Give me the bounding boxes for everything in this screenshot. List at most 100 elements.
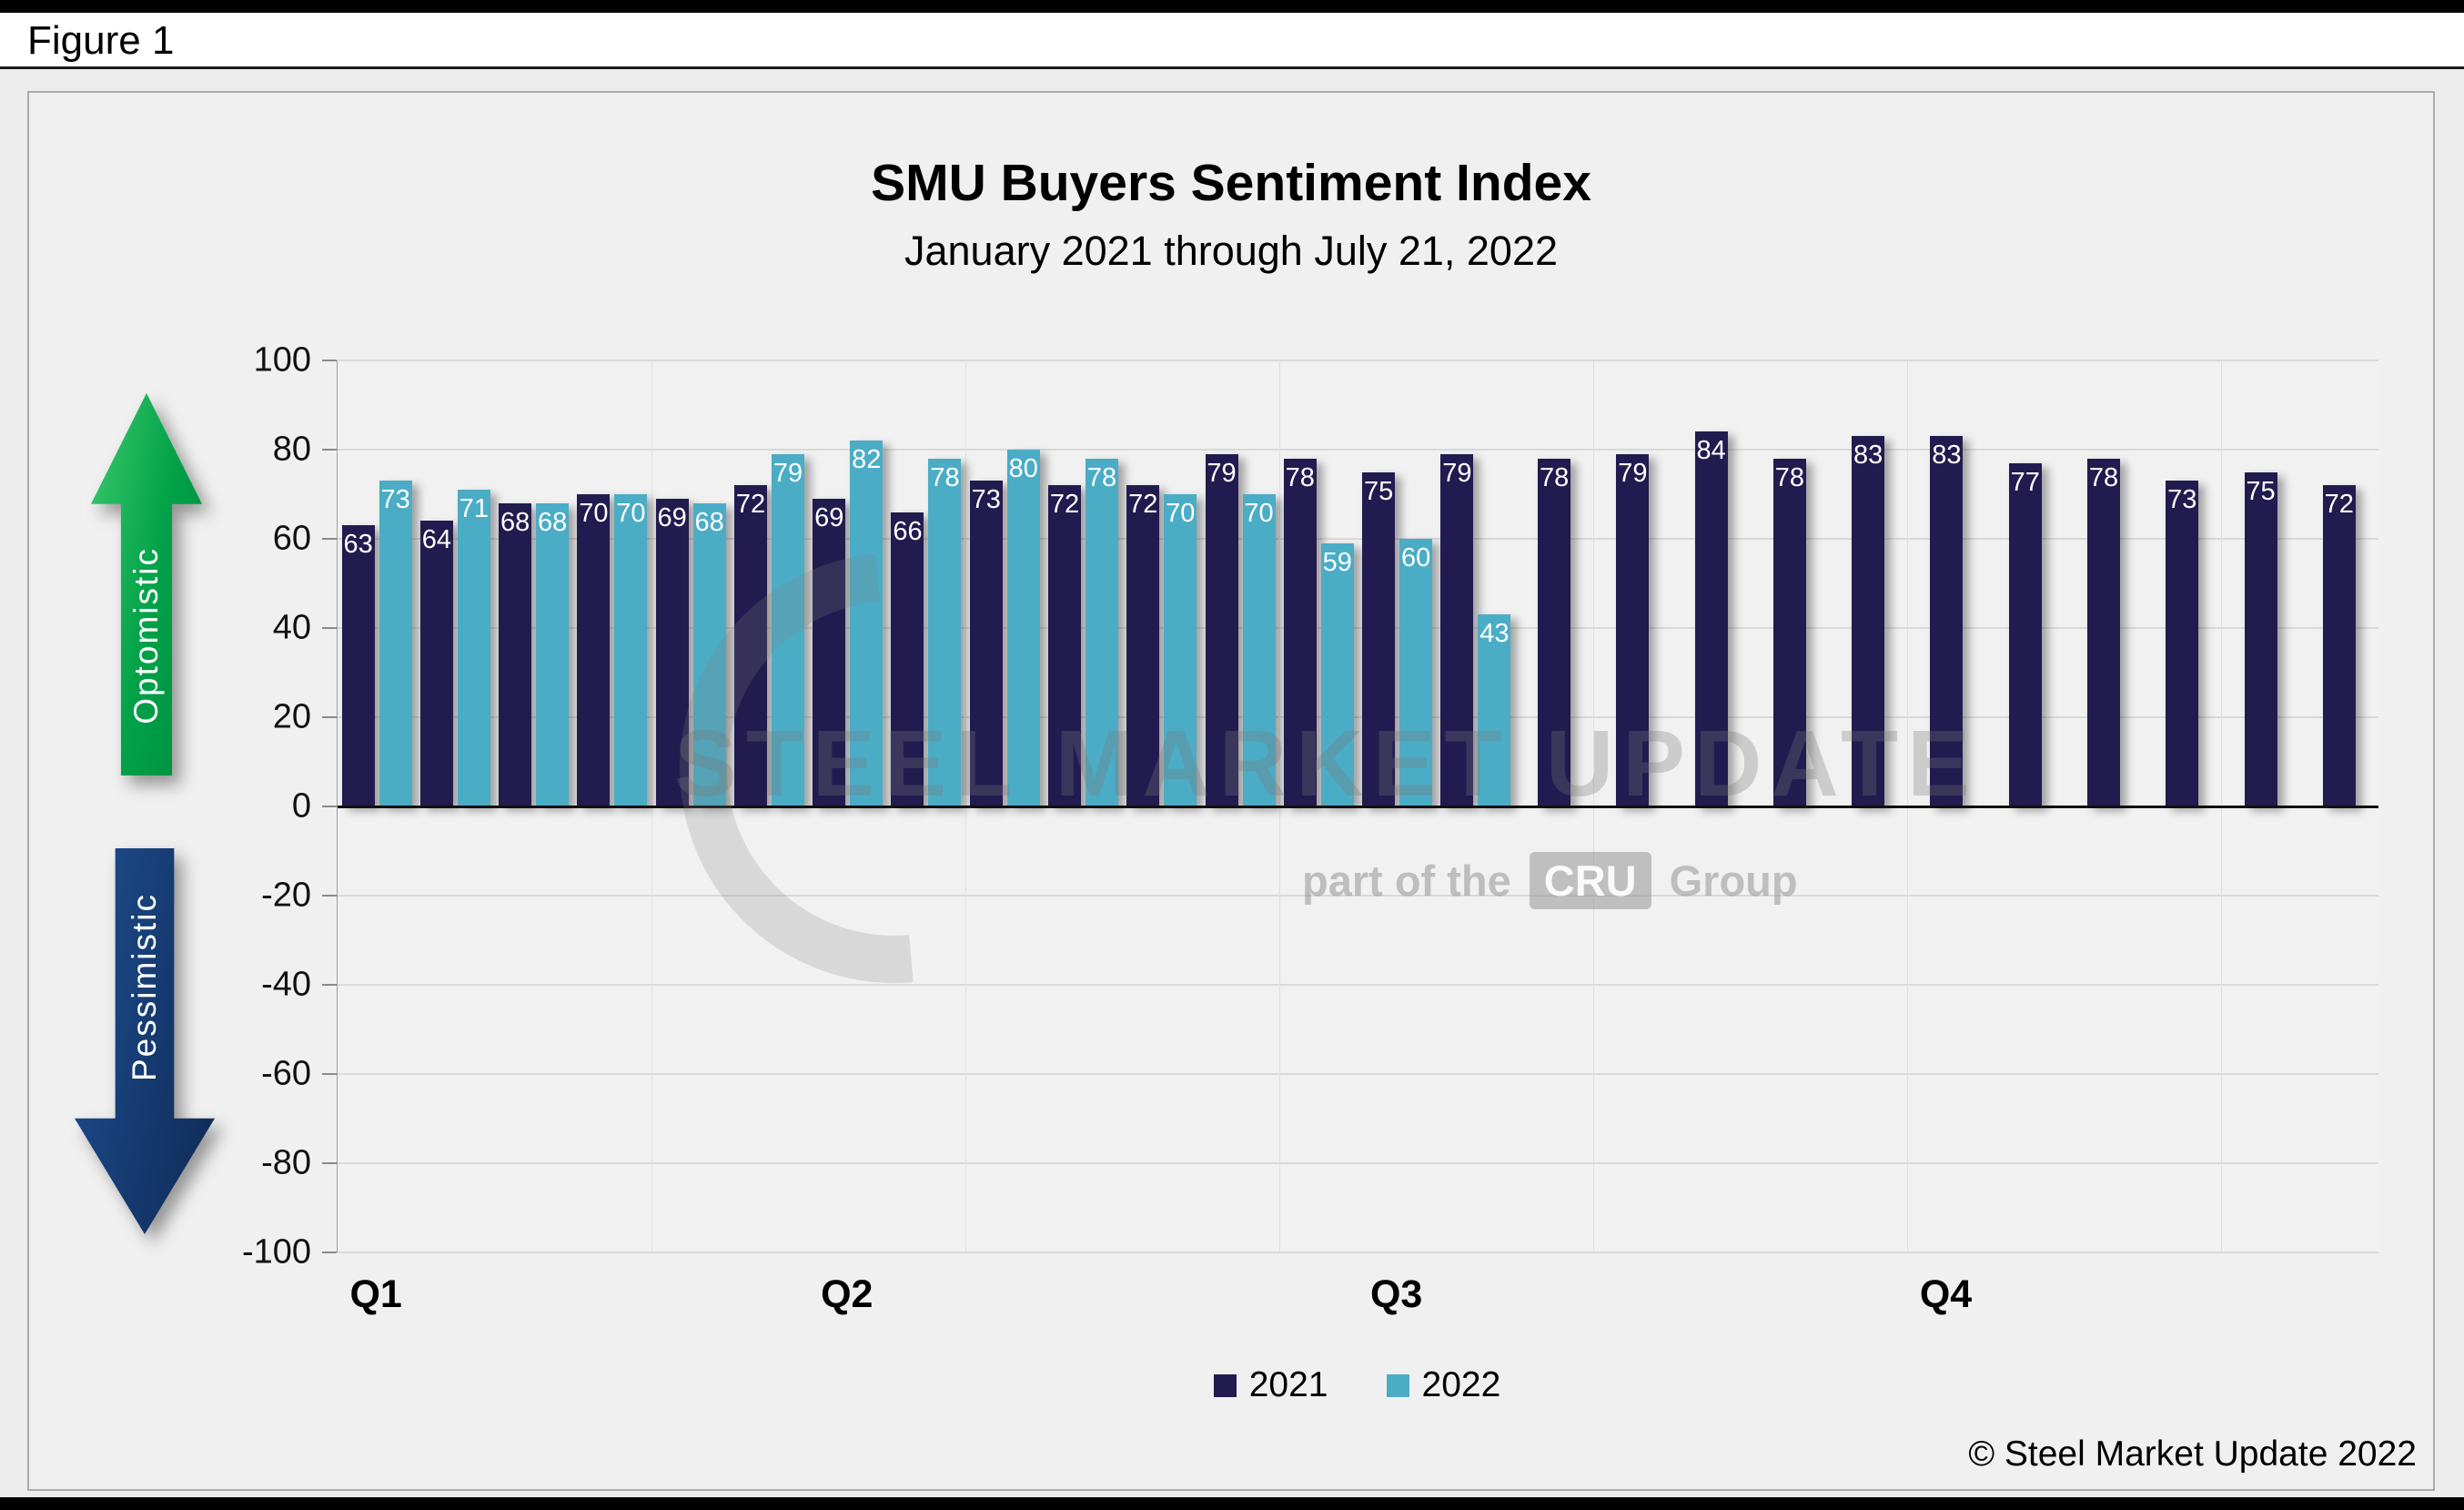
bar-slot-12: 79 70 (1201, 360, 1279, 806)
plot-area: 63 73 64 71 68 68 70 70 69 68 72 79 69 82 66 78 73 80 72 78… (337, 360, 2378, 1253)
bar-slot-10: 72 78 (1044, 360, 1122, 806)
y-tick-label--20: -20 (261, 876, 311, 915)
y-tick-label-20: 20 (272, 697, 311, 736)
bar-slot-20: 83 (1829, 360, 1907, 806)
y-tick-mark (322, 984, 337, 986)
y-tick-label--80: -80 (261, 1143, 311, 1182)
y-tick-label-60: 60 (272, 519, 311, 558)
bar-value-label: 82 (852, 445, 882, 475)
bar-slot-16: 78 (1515, 360, 1593, 806)
y-tick-label-0: 0 (291, 786, 311, 826)
bar-value-label: 78 (1774, 462, 1805, 492)
bar-slot-11: 72 70 (1123, 360, 1201, 806)
bar-2021-14: 75 (1362, 471, 1396, 806)
bar-value-label: 66 (893, 516, 923, 546)
bar-value-label: 83 (1932, 441, 1962, 471)
bar-2021-1: 63 (341, 525, 375, 806)
bar-2021-8: 66 (891, 512, 924, 806)
figure-header: Figure 1 (0, 13, 2464, 69)
bar-value-label: 70 (1166, 499, 1196, 528)
bar-slot-24: 73 (2143, 360, 2221, 806)
bar-value-label: 79 (773, 458, 803, 488)
y-tick-label-80: 80 (272, 430, 311, 469)
bar-2022-7: 82 (850, 441, 884, 806)
bar-value-label: 70 (1244, 499, 1274, 528)
bar-2021-17: 79 (1616, 453, 1650, 806)
bar-2021-9: 73 (969, 481, 1003, 806)
bar-2022-3: 68 (536, 502, 570, 806)
bar-2022-12: 70 (1242, 494, 1276, 806)
bar-value-label: 68 (694, 507, 724, 537)
bars-container: 63 73 64 71 68 68 70 70 69 68 72 79 69 82 66 78 73 80 72 78… (338, 360, 2378, 806)
y-tick-mark (322, 449, 337, 451)
bar-2021-2: 64 (419, 521, 453, 806)
gridline--80 (338, 1162, 2378, 1164)
bar-value-label: 70 (579, 499, 609, 528)
y-tick-label--60: -60 (261, 1054, 311, 1093)
bar-value-label: 80 (1008, 454, 1038, 483)
bar-value-label: 72 (735, 490, 766, 520)
bar-value-label: 64 (421, 525, 452, 555)
bar-2022-1: 73 (379, 481, 412, 806)
y-tick-mark (322, 895, 337, 897)
bar-2021-24: 73 (2166, 481, 2199, 806)
bar-2021-26: 72 (2322, 485, 2356, 806)
y-tick-label--100: -100 (241, 1232, 311, 1272)
bar-2022-15: 43 (1478, 614, 1511, 806)
bar-slot-23: 78 (2065, 360, 2143, 806)
bar-2021-23: 78 (2086, 458, 2120, 806)
bar-value-label: 60 (1400, 543, 1431, 573)
bar-value-label: 78 (1285, 462, 1315, 492)
bar-2022-4: 70 (614, 494, 648, 806)
bar-value-label: 84 (1696, 436, 1726, 466)
y-axis-tick-marks (322, 360, 337, 1253)
gridline--100 (338, 1252, 2378, 1253)
bar-value-label: 79 (1207, 458, 1237, 488)
legend-swatch-2022 (1386, 1373, 1409, 1397)
bar-value-label: 69 (657, 502, 687, 532)
x-label-q2: Q2 (821, 1272, 874, 1316)
bar-slot-26: 72 (2300, 360, 2378, 806)
y-tick-label--40: -40 (261, 965, 311, 1004)
x-label-q4: Q4 (1919, 1272, 1973, 1316)
gridline-60 (338, 538, 2378, 540)
gridline--60 (338, 1073, 2378, 1075)
bar-value-label: 68 (500, 507, 530, 537)
bar-2022-9: 80 (1006, 450, 1040, 806)
bar-slot-19: 78 (1751, 360, 1829, 806)
bar-slot-14: 75 60 (1358, 360, 1436, 806)
bar-2021-10: 72 (1048, 485, 1082, 806)
bar-value-label: 78 (930, 462, 960, 492)
legend-item-2022: 2022 (1386, 1365, 1501, 1405)
bar-value-label: 68 (538, 507, 568, 537)
y-tick-label-40: 40 (272, 608, 311, 647)
pessimistic-arrow: Pessimistic (75, 848, 215, 1234)
bar-value-label: 79 (1618, 458, 1648, 488)
y-tick-mark (322, 806, 337, 807)
bar-slot-2: 64 71 (416, 360, 494, 806)
bar-slot-8: 66 78 (887, 360, 965, 806)
bar-slot-13: 78 59 (1279, 360, 1358, 806)
legend-label: 2022 (1421, 1365, 1501, 1404)
bar-value-label: 78 (2088, 462, 2119, 492)
bar-slot-9: 73 80 (965, 360, 1044, 806)
gridline-100 (338, 360, 2378, 361)
bar-slot-6: 72 79 (730, 360, 808, 806)
bar-2021-3: 68 (499, 502, 532, 806)
bar-value-label: 78 (1086, 462, 1117, 492)
bar-value-label: 83 (1853, 441, 1883, 471)
bar-2021-18: 84 (1694, 431, 1728, 806)
y-tick-mark (322, 627, 337, 629)
bar-2022-11: 70 (1164, 494, 1197, 806)
y-tick-label-100: 100 (253, 340, 311, 380)
gridline-80 (338, 449, 2378, 451)
bar-slot-22: 77 (1986, 360, 2065, 806)
x-label-q1: Q1 (349, 1272, 402, 1316)
bar-value-label: 72 (2324, 490, 2354, 520)
bar-slot-15: 79 43 (1437, 360, 1515, 806)
bar-2021-5: 69 (655, 498, 689, 806)
y-axis-tick-labels: -100 -80 -60 -40 -20 0 20 40 60 80 100 (84, 341, 311, 1272)
y-tick-mark (322, 1073, 337, 1075)
y-tick-mark (322, 538, 337, 540)
bar-slot-1: 63 73 (338, 360, 416, 806)
